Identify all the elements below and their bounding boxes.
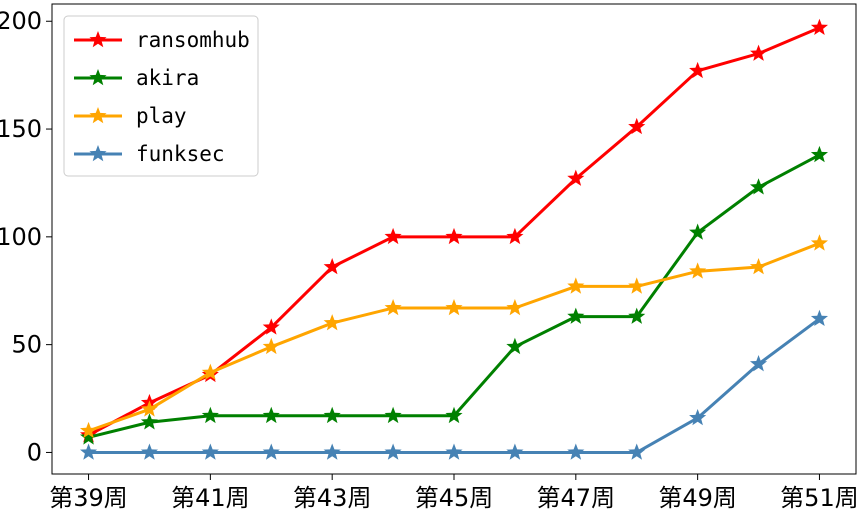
legend-box (63, 15, 259, 177)
series-akira (79, 145, 829, 445)
data-point (140, 400, 159, 417)
data-point (810, 18, 829, 35)
data-point (810, 234, 829, 251)
data-point (201, 363, 219, 380)
data-point (140, 413, 159, 430)
data-point (689, 61, 707, 79)
legend-item-akira: akira (74, 66, 199, 90)
data-point (567, 307, 585, 324)
data-point (628, 307, 646, 324)
data-point (628, 117, 646, 135)
legend-label: play (136, 104, 187, 128)
data-point (262, 318, 280, 335)
legend-label: akira (136, 66, 199, 90)
data-point (201, 443, 219, 460)
x-tick-label: 第51周 (780, 484, 859, 512)
series-line (88, 153, 821, 439)
data-point (567, 443, 585, 460)
data-point (79, 443, 98, 460)
data-point (506, 337, 524, 355)
data-point (628, 443, 646, 460)
y-axis: 0 50 100 150 200 (0, 7, 52, 466)
series-layer (79, 18, 829, 460)
y-tick-label: 200 (0, 7, 42, 35)
data-point (262, 337, 280, 355)
data-point (445, 298, 463, 316)
legend: ransomhub akira play funksec (63, 15, 259, 177)
data-point (567, 169, 585, 186)
x-tick-label: 第47周 (537, 484, 616, 512)
x-tick-label: 第39周 (49, 484, 128, 512)
legend-label: ransomhub (136, 28, 250, 52)
data-point (810, 309, 829, 327)
data-point (749, 178, 768, 195)
data-point (445, 227, 463, 245)
legend-item-funksec: funksec (74, 142, 225, 166)
data-point (323, 406, 341, 424)
data-point (384, 227, 402, 245)
legend-marker (89, 145, 107, 162)
y-tick-label: 150 (0, 115, 42, 143)
legend-item-ransomhub: ransomhub (74, 28, 250, 52)
series-funksec (79, 309, 829, 460)
x-tick-label: 第49周 (658, 484, 737, 512)
y-tick-label: 100 (0, 223, 42, 251)
data-point (810, 145, 829, 163)
data-point (262, 406, 280, 424)
legend-marker (89, 107, 107, 124)
data-point (749, 258, 768, 275)
data-point (689, 408, 707, 426)
y-tick-label: 0 (27, 438, 42, 466)
data-point (140, 443, 159, 460)
data-point (384, 443, 402, 460)
series-line (88, 241, 820, 433)
data-point (384, 298, 402, 316)
data-point (506, 443, 524, 460)
data-point (323, 258, 341, 275)
x-tick-label: 第45周 (415, 484, 494, 512)
data-point (384, 406, 402, 424)
data-point (628, 277, 646, 294)
data-point (323, 314, 341, 331)
data-point (323, 443, 341, 460)
data-point (567, 277, 585, 294)
data-point (79, 421, 98, 439)
data-point (749, 44, 768, 61)
x-tick-label: 第41周 (171, 484, 250, 512)
data-point (79, 428, 98, 445)
data-point (506, 227, 524, 245)
x-axis: 第39周 第41周 第43周 第45周 第47周 第49周 第51周 (49, 474, 859, 512)
legend-item-play: play (74, 104, 187, 128)
data-point (445, 406, 463, 424)
data-point (689, 223, 707, 240)
series-play (79, 234, 829, 439)
series-line (88, 317, 821, 454)
data-point (201, 406, 219, 424)
data-point (262, 443, 280, 460)
legend-marker (89, 31, 107, 48)
x-tick-label: 第43周 (293, 484, 372, 512)
legend-label: funksec (136, 142, 225, 166)
data-point (506, 298, 524, 316)
data-point (689, 262, 707, 279)
y-tick-label: 50 (11, 331, 42, 359)
data-point (445, 443, 463, 460)
data-point (749, 355, 768, 372)
legend-marker (89, 69, 107, 86)
